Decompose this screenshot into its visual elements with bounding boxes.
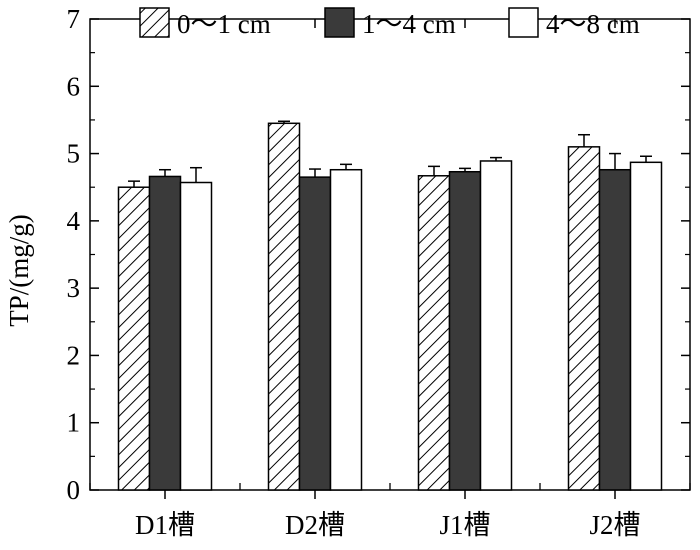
- bar: [567, 146, 601, 491]
- bar: [267, 122, 301, 491]
- bar: [117, 186, 151, 491]
- axis-labels: TP/(mg/g): [4, 214, 34, 327]
- y-tick-label: 7: [67, 4, 81, 34]
- y-tick-label: 1: [67, 408, 81, 438]
- legend-label: 4～8 cm: [546, 9, 640, 39]
- bar: [448, 170, 482, 491]
- legend-swatch: [139, 7, 170, 38]
- y-tick-label: 4: [67, 206, 81, 236]
- y-tick-label: 6: [67, 71, 81, 101]
- y-tick-label: 2: [67, 340, 81, 370]
- legend-label: 0～1 cm: [177, 9, 271, 39]
- legend-swatch: [324, 7, 355, 38]
- bar: [298, 176, 332, 491]
- x-tick-label: D2槽: [285, 510, 345, 540]
- axes: 0 1 2 3 4 5 6 7 D1槽 D2槽 J1槽 J2槽: [67, 4, 691, 540]
- legend: 0～1 cm 1～4 cm 4～8 cm: [139, 7, 640, 39]
- bar: [417, 175, 451, 491]
- legend-swatch: [508, 7, 539, 38]
- x-tick-label: J2槽: [589, 510, 640, 540]
- x-tick-label: J1槽: [439, 510, 490, 540]
- legend-label: 1～4 cm: [362, 9, 456, 39]
- bar: [598, 168, 632, 491]
- bar: [148, 175, 182, 491]
- y-axis-label: TP/(mg/g): [4, 214, 34, 327]
- bar: [179, 181, 213, 491]
- y-tick-label: 0: [67, 475, 81, 505]
- bars: [117, 120, 663, 491]
- x-tick-label: D1槽: [135, 510, 195, 540]
- bar: [629, 161, 663, 491]
- y-tick-label: 5: [67, 139, 81, 169]
- bar: [329, 168, 363, 491]
- bar: [479, 160, 513, 491]
- y-tick-label: 3: [67, 273, 81, 303]
